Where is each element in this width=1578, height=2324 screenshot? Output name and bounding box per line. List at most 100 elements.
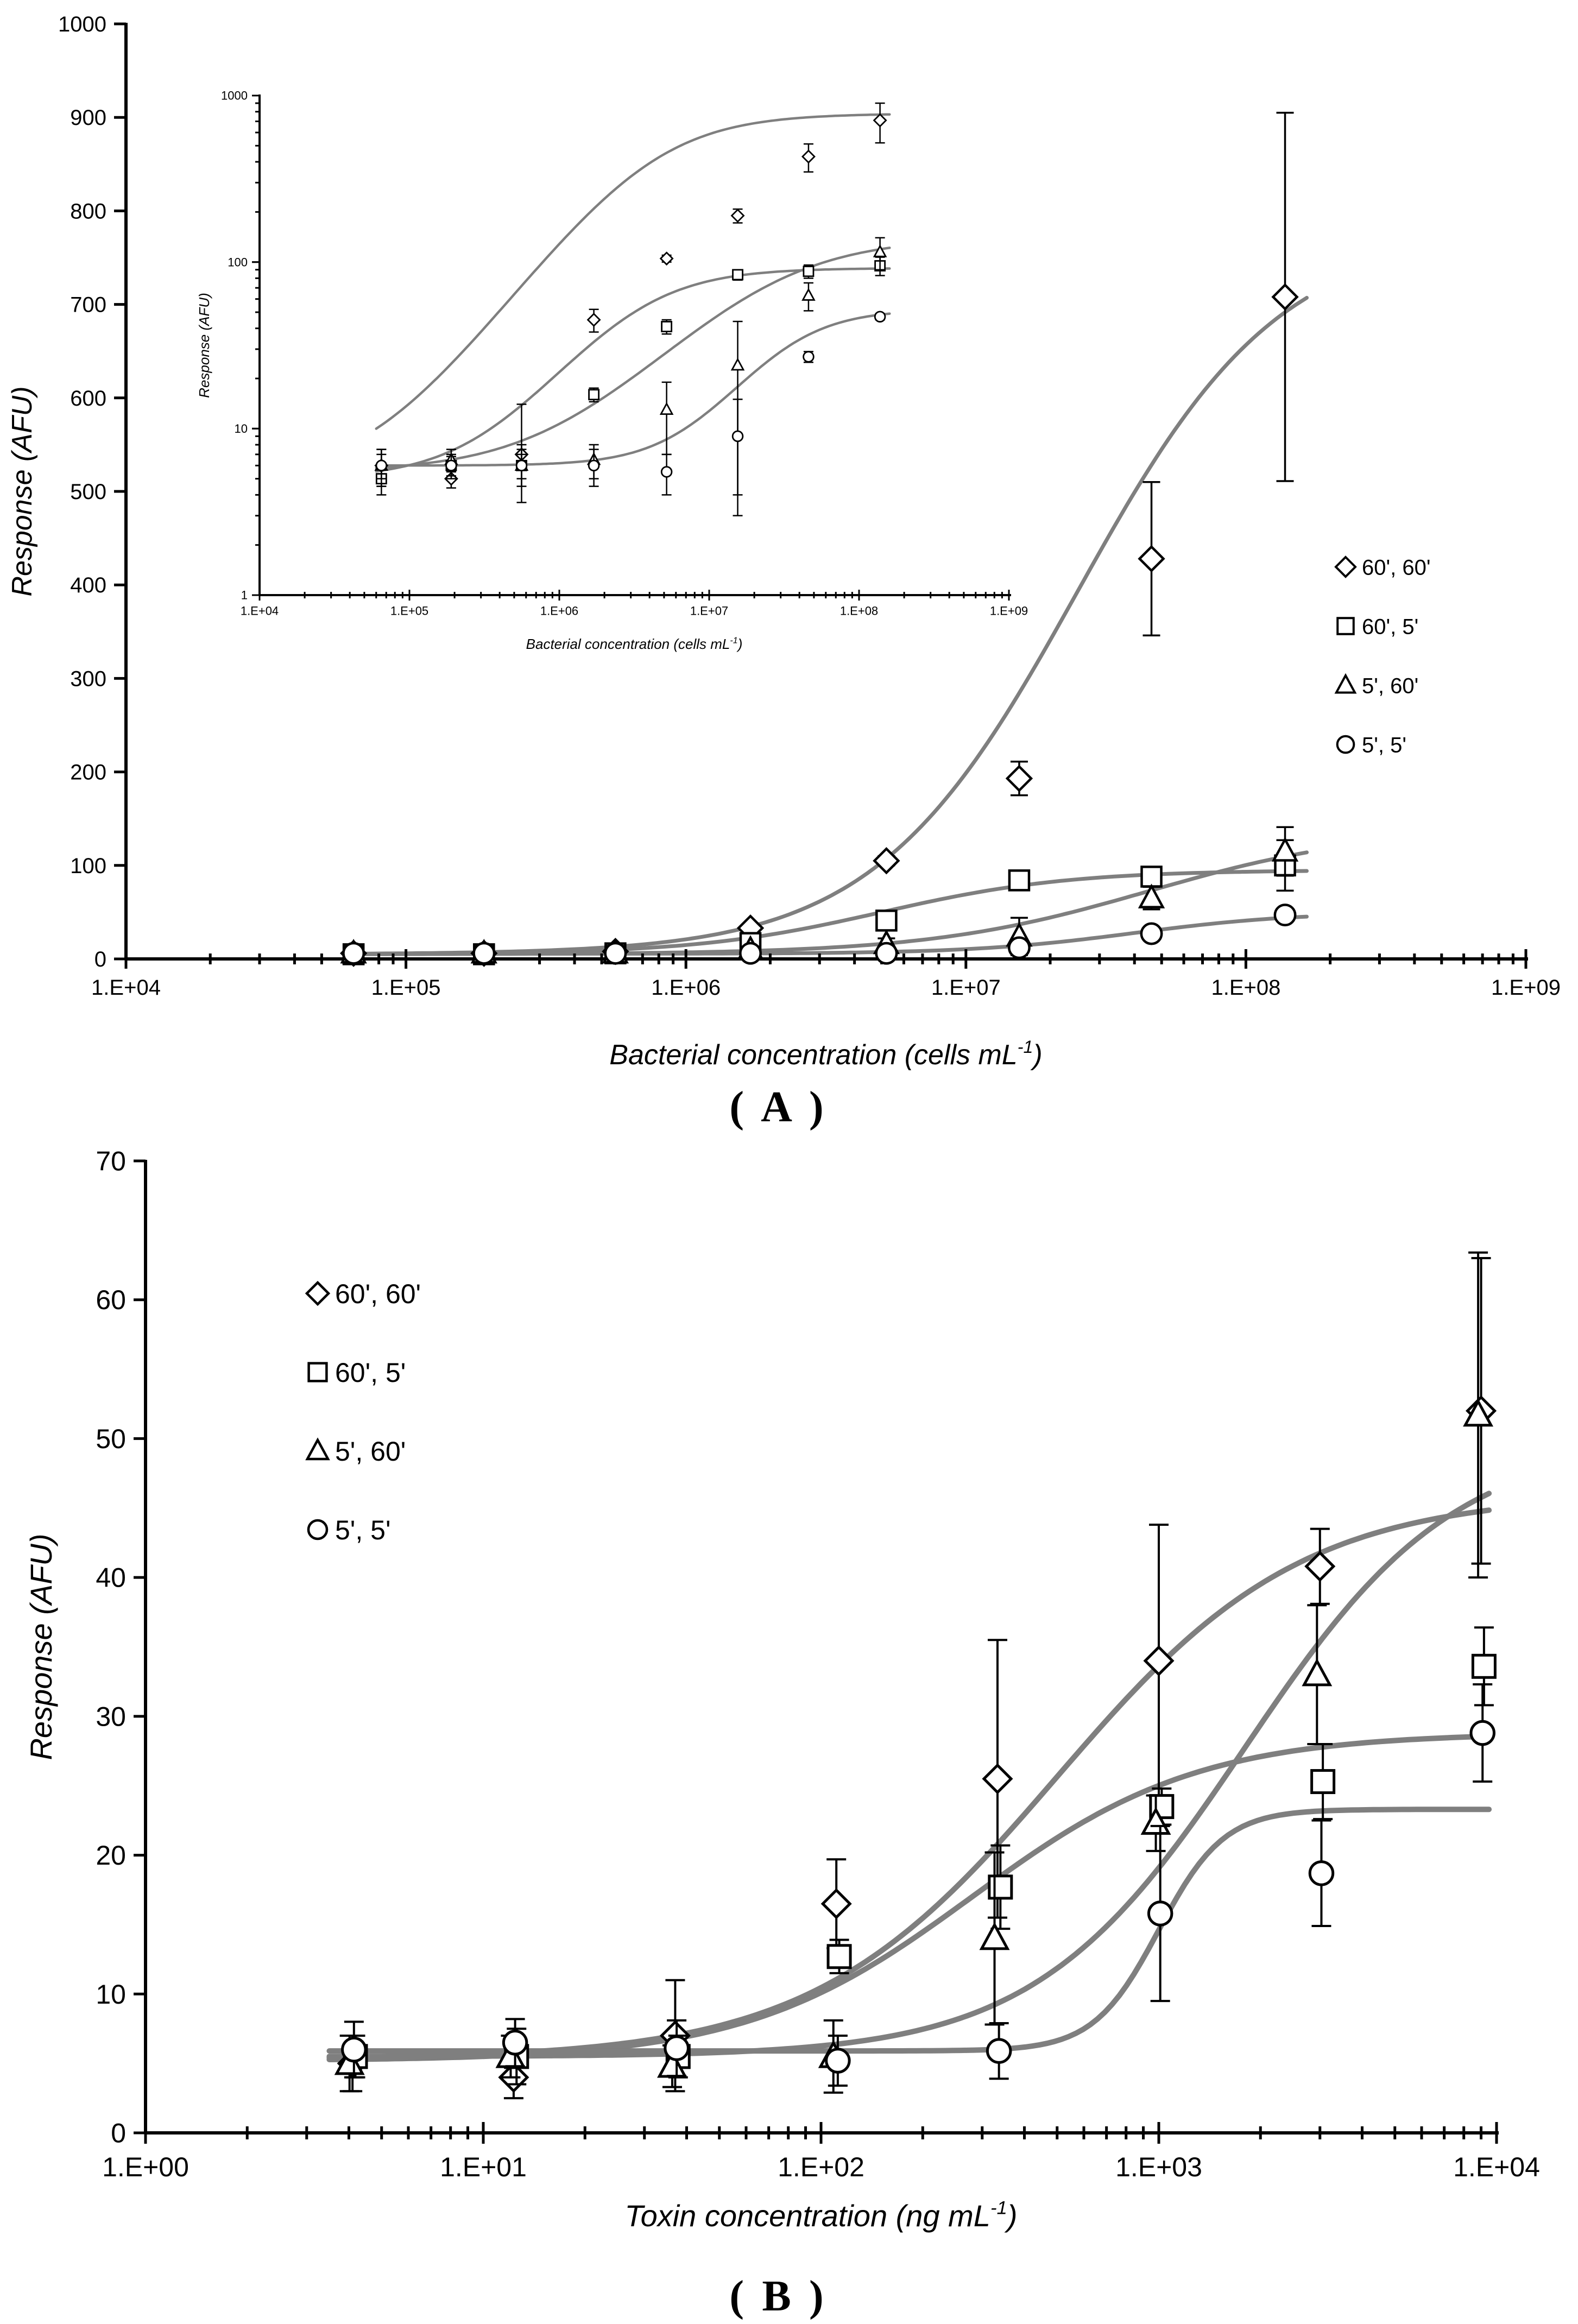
panel-b-legend: 60', 60' 60', 5' 5', 60' 5', 5': [305, 1279, 421, 1545]
x-tick-label: 1.E+07: [931, 976, 1001, 1000]
y-axis-title: Response (AFU): [24, 1533, 58, 1760]
y-tick-label: 600: [70, 387, 106, 411]
y-tick-label: 50: [96, 1424, 126, 1454]
x-tick-label: 1.E+05: [371, 976, 441, 1000]
legend-label: 5', 5': [335, 1515, 391, 1545]
marker-circle: [1007, 936, 1031, 959]
x-tick-label: 1.E+02: [778, 2152, 864, 2182]
x-tick-label: 1.E+00: [102, 2152, 189, 2182]
marker-circle: [604, 942, 627, 965]
panel-a-main-chart: 0 100 200 300 400 500 600 700 800 900 1000 1.E+04 1.…: [7, 12, 1561, 1071]
marker-circle: [1140, 922, 1163, 945]
y-tick-label: 1: [241, 589, 248, 602]
marker-triangle: [873, 244, 887, 257]
y-tick-label: 1000: [58, 12, 106, 36]
panel-b-chart: 0 10 20 30 40 50 60 70 1.E+00 1.E+01 1.E+02 1.E+03 1…: [24, 1146, 1540, 2233]
marker-diamond: [586, 313, 601, 327]
legend-label: 60', 5': [1362, 615, 1418, 639]
marker-triangle: [979, 1922, 1010, 1950]
x-tick-label: 1.E+08: [840, 604, 878, 617]
marker-diamond: [1005, 765, 1033, 792]
y-tick-label: 10: [235, 422, 248, 435]
y-tick-label: 10: [96, 1979, 126, 2010]
marker-circle: [341, 2036, 367, 2063]
series-2: [343, 1626, 1497, 2086]
legend-marker-triangle: [305, 1437, 330, 1461]
marker-triangle: [1271, 837, 1299, 862]
legend-label: 5', 60': [1362, 674, 1418, 698]
y-tick-label: 900: [70, 106, 106, 130]
x-tick-label: 1.E+05: [390, 604, 428, 617]
y-tick-label: 1000: [221, 89, 248, 103]
y-tick-label: 700: [70, 293, 106, 317]
x-tick-label: 1.E+04: [241, 604, 279, 617]
series-4: [375, 311, 886, 516]
marker-square: [1008, 869, 1031, 892]
x-tick-label: 1.E+06: [540, 604, 578, 617]
marker-diamond: [982, 1763, 1013, 1795]
marker-circle: [1273, 904, 1297, 927]
marker-circle: [342, 942, 365, 965]
y-tick-label: 500: [70, 480, 106, 504]
marker-square: [826, 1944, 852, 1969]
legend-label: 60', 5': [335, 1357, 406, 1388]
marker-diamond: [730, 209, 745, 223]
marker-square: [875, 910, 898, 932]
y-axis-title: Response (AFU): [7, 386, 38, 596]
panel-a-label-close: ): [809, 1083, 824, 1131]
marker-triangle: [1138, 883, 1165, 908]
x-tick-label: 1.E+09: [990, 604, 1028, 617]
marker-diamond: [801, 149, 816, 164]
legend-label: 5', 60': [335, 1436, 406, 1467]
marker-circle: [875, 942, 898, 965]
y-tick-label: 70: [96, 1146, 126, 1177]
marker-circle: [739, 942, 762, 965]
marker-circle: [660, 466, 673, 478]
marker-diamond: [1271, 283, 1299, 311]
x-tick-label: 1.E+06: [651, 976, 721, 1000]
series-4: [341, 1683, 1495, 2087]
legend-marker-circle: [1336, 735, 1355, 754]
panel-a-label-open: (: [729, 1083, 744, 1131]
panel-a-inset-chart: 1 10 100 1000 1.E+04 1.E+05 1.E+06 1.E+07 1.E+08…: [196, 89, 1028, 652]
y-tick-label: 30: [96, 1701, 126, 1732]
x-axis-title: Toxin concentration (ng mL-1): [625, 2198, 1018, 2233]
marker-diamond: [1304, 1551, 1336, 1582]
marker-square: [803, 266, 815, 277]
marker-triangle: [1302, 1658, 1333, 1687]
x-axis-title: Bacterial concentration (cells mL-1): [526, 636, 743, 652]
legend-marker-triangle: [1334, 673, 1357, 694]
y-axis-title: Response (AFU): [196, 293, 212, 398]
marker-diamond: [1143, 1645, 1175, 1677]
marker-circle: [445, 459, 457, 472]
marker-square: [588, 389, 600, 401]
y-tick-label: 100: [70, 854, 106, 878]
marker-circle: [825, 2048, 851, 2074]
marker-diamond: [820, 1888, 852, 1919]
y-tick-label: 300: [70, 667, 106, 691]
marker-diamond: [873, 113, 887, 128]
marker-circle: [731, 430, 744, 443]
legend-label: 60', 60': [335, 1279, 421, 1309]
panel-b-label: B: [762, 2272, 791, 2320]
fit-curve-series-1: [375, 113, 891, 430]
y-tick-label: 100: [228, 255, 248, 269]
marker-circle: [588, 459, 600, 472]
marker-square: [1310, 1769, 1336, 1795]
x-axis-title: Bacterial concentration (cells mL-1): [609, 1037, 1042, 1071]
panel-a-label: A: [761, 1083, 792, 1131]
marker-triangle: [659, 402, 674, 415]
legend-marker-square: [307, 1362, 328, 1382]
marker-diamond: [873, 847, 900, 875]
legend-marker-circle: [307, 1519, 329, 1540]
legend-marker-diamond: [1334, 555, 1357, 578]
fit-curve-series-4: [375, 312, 891, 467]
y-tick-label: 400: [70, 573, 106, 597]
marker-circle: [375, 459, 388, 472]
x-tick-label: 1.E+07: [690, 604, 728, 617]
marker-circle: [803, 351, 815, 363]
legend-marker-diamond: [305, 1280, 331, 1306]
x-tick-label: 1.E+08: [1211, 976, 1280, 1000]
marker-circle: [986, 2038, 1012, 2064]
